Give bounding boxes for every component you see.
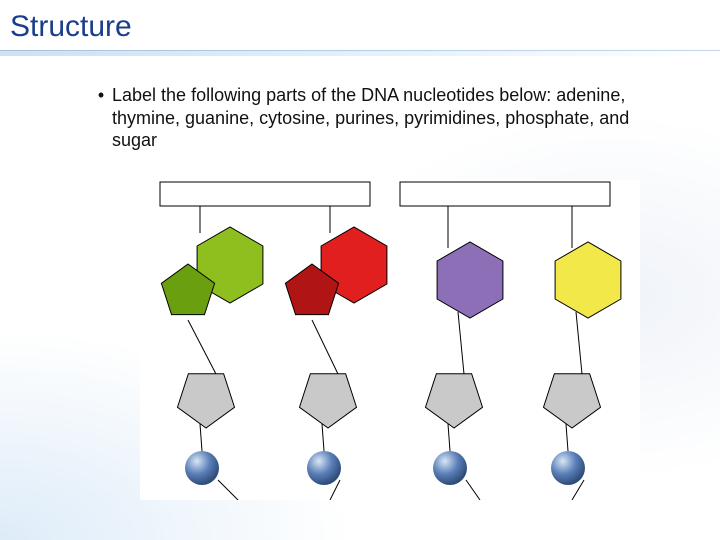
connector — [576, 312, 582, 374]
connector — [566, 424, 568, 451]
base-hexagon — [437, 242, 503, 318]
connector — [448, 424, 450, 451]
bullet-glyph: • — [90, 84, 112, 152]
sugar-pentagon — [425, 374, 482, 428]
connector — [200, 424, 202, 451]
slide-title: Structure — [10, 10, 132, 44]
sugar-pentagon — [177, 374, 234, 428]
phosphate-sphere — [551, 451, 585, 485]
phosphate-sphere — [185, 451, 219, 485]
connector — [218, 480, 238, 500]
sugar-pentagon — [543, 374, 600, 428]
base-hexagon — [555, 242, 621, 318]
connector — [312, 320, 338, 374]
nucleotide-diagram — [140, 180, 640, 500]
connector — [322, 424, 324, 451]
connector — [458, 312, 464, 374]
title-underline — [0, 50, 720, 56]
phosphate-sphere — [307, 451, 341, 485]
label-box — [400, 182, 610, 206]
instruction-text: Label the following parts of the DNA nuc… — [112, 84, 650, 152]
phosphate-sphere — [433, 451, 467, 485]
bullet-item: • Label the following parts of the DNA n… — [90, 84, 650, 152]
connector — [466, 480, 480, 500]
sugar-pentagon — [299, 374, 356, 428]
label-box — [160, 182, 370, 206]
body-text: • Label the following parts of the DNA n… — [90, 84, 650, 152]
connector — [188, 320, 216, 374]
title-bar: Structure — [0, 0, 720, 54]
